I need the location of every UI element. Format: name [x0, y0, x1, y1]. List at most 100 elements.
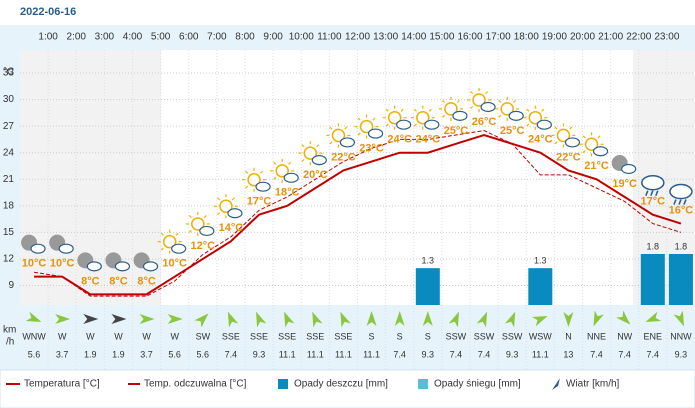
weather-icon	[157, 229, 187, 254]
arrow-shape	[194, 313, 209, 328]
sun	[528, 110, 543, 125]
sun	[472, 93, 486, 107]
precip-bar	[640, 254, 665, 305]
wind-unit: km	[3, 325, 16, 336]
temp-label: 20°C	[303, 169, 328, 181]
weather-icon	[410, 105, 440, 130]
ray	[597, 135, 601, 139]
wind-direction: S	[425, 331, 431, 341]
wind-unit: /h	[6, 337, 14, 348]
precip-label: 1.3	[534, 256, 547, 266]
ray	[357, 132, 361, 136]
wind-direction: WSW	[529, 331, 552, 341]
ray	[329, 126, 333, 130]
rain	[678, 199, 682, 205]
hour-label: 5:00	[151, 32, 171, 43]
wind-direction: SSE	[306, 331, 324, 341]
wind-speed: 5.6	[168, 349, 181, 359]
weather-icon	[495, 96, 524, 121]
temp-label: 10°C	[50, 258, 75, 270]
wind-direction: SSE	[278, 331, 296, 341]
rain	[655, 190, 659, 196]
ray	[245, 185, 249, 189]
wind-speed: 5.6	[28, 349, 41, 359]
arrow-shape	[673, 310, 684, 327]
temp-label: 17°C	[247, 196, 272, 208]
temp-label: 14°C	[219, 222, 244, 234]
hour-label: 23:00	[654, 32, 679, 43]
weather-icon	[133, 252, 159, 272]
ray	[273, 161, 277, 165]
wind-arrow	[55, 314, 71, 324]
precip-bar	[528, 268, 553, 305]
precip-label: 1.3	[422, 256, 435, 266]
hour-label: 17:00	[486, 32, 511, 43]
arrow-shape	[312, 311, 323, 328]
legend-label: Wiatr [km/h]	[566, 379, 620, 390]
y-tick-label: 9	[8, 280, 14, 291]
ray	[470, 91, 474, 95]
temp-label: 8°C	[109, 275, 128, 287]
y-tick-label: 15	[3, 227, 15, 238]
wind-arrow	[645, 311, 662, 323]
arrow-shape	[563, 312, 574, 327]
temp-label: 19°C	[612, 178, 637, 190]
legend-label: Opady śniegu [mm]	[434, 379, 521, 390]
date: 2022-06-16	[20, 6, 76, 18]
ray	[385, 123, 389, 127]
wind-arrow	[111, 314, 127, 324]
ray	[526, 108, 530, 112]
temp-label: 17°C	[641, 196, 666, 208]
hour-band	[0, 25, 695, 50]
weather-icon	[213, 194, 243, 219]
y-tick-label: 30	[3, 94, 15, 105]
ray	[582, 135, 586, 139]
ray	[203, 215, 207, 219]
arrow-shape	[422, 311, 433, 326]
temp-label: 8°C	[137, 275, 156, 287]
hour-label: 18:00	[514, 32, 539, 43]
wind-arrow	[194, 313, 209, 328]
wind-speed: 7.4	[478, 349, 491, 359]
feels-like-line	[33, 130, 682, 297]
hour-label: 19:00	[542, 32, 567, 43]
wind-speed: 9.3	[253, 349, 266, 359]
wind-arrow	[394, 311, 405, 326]
hour-label: 9:00	[263, 32, 283, 43]
ray	[569, 126, 573, 130]
wind-arrow	[476, 311, 488, 328]
cloud	[592, 146, 609, 157]
legend-box	[0, 369, 695, 408]
wind-arrow	[673, 310, 684, 327]
legend-label: Opady deszczu [mm]	[294, 379, 388, 390]
wind-direction: W	[114, 331, 123, 341]
temp-label: 22°C	[331, 151, 356, 163]
hour-label: 16:00	[457, 32, 482, 43]
legend-swatch	[278, 379, 288, 389]
wind-speed: 13	[563, 349, 573, 359]
cloud	[114, 261, 131, 272]
wind-speed: 11.1	[363, 349, 380, 359]
weather-icon	[579, 132, 609, 157]
cloud	[142, 261, 159, 272]
hour-label: 2:00	[67, 32, 87, 43]
ray	[301, 144, 305, 148]
ray	[470, 105, 474, 109]
sun	[500, 102, 514, 116]
wind-arrow	[366, 311, 377, 326]
wind-speed: 3.7	[56, 349, 69, 359]
y-unit: °C	[3, 67, 14, 78]
ray	[526, 123, 530, 127]
weather-icon	[669, 183, 693, 205]
wind-arrow	[25, 311, 42, 323]
weather-icon	[326, 123, 356, 148]
sun	[584, 137, 599, 152]
weather-icon	[21, 234, 46, 254]
ray	[188, 215, 192, 219]
wind-direction: N	[565, 331, 572, 341]
wind-direction: W	[86, 331, 95, 341]
wind-arrow	[139, 314, 155, 324]
cloud	[508, 110, 524, 121]
arrow-shape	[55, 314, 71, 324]
wind-direction: NNW	[670, 331, 692, 341]
